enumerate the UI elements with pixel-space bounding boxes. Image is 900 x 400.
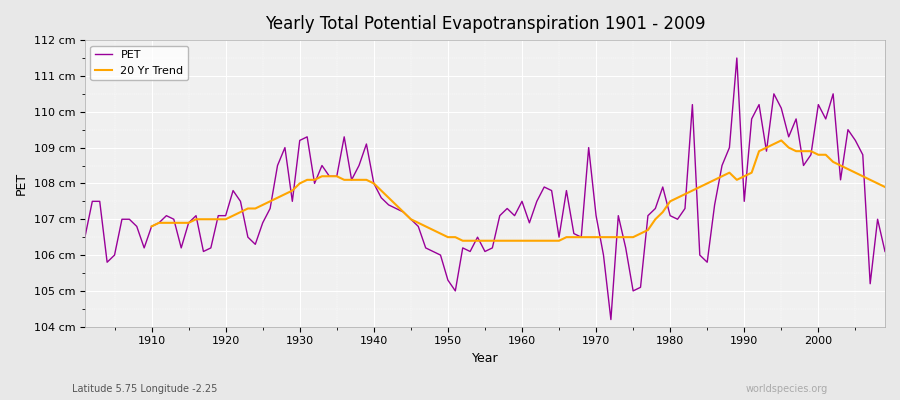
PET [517, 199, 527, 204]
PET [606, 317, 616, 322]
PET [302, 134, 312, 139]
PET [732, 56, 742, 60]
20 Yr Trend [457, 238, 468, 243]
Line: 20 Yr Trend: 20 Yr Trend [151, 140, 885, 241]
PET [346, 178, 357, 182]
20 Yr Trend [531, 238, 542, 243]
20 Yr Trend [317, 174, 328, 179]
Legend: PET, 20 Yr Trend: PET, 20 Yr Trend [91, 46, 188, 80]
PET [613, 213, 624, 218]
20 Yr Trend [146, 224, 157, 229]
PET [139, 246, 149, 250]
20 Yr Trend [590, 235, 601, 240]
X-axis label: Year: Year [472, 352, 499, 365]
Line: PET: PET [85, 58, 885, 320]
Title: Yearly Total Potential Evapotranspiration 1901 - 2009: Yearly Total Potential Evapotranspiratio… [265, 15, 706, 33]
PET [79, 235, 90, 240]
20 Yr Trend [287, 188, 298, 193]
20 Yr Trend [776, 138, 787, 143]
Text: Latitude 5.75 Longitude -2.25: Latitude 5.75 Longitude -2.25 [72, 384, 218, 394]
20 Yr Trend [858, 174, 868, 179]
PET [879, 249, 890, 254]
PET [509, 213, 520, 218]
Y-axis label: PET: PET [15, 172, 28, 195]
20 Yr Trend [879, 184, 890, 189]
Text: worldspecies.org: worldspecies.org [746, 384, 828, 394]
20 Yr Trend [835, 163, 846, 168]
